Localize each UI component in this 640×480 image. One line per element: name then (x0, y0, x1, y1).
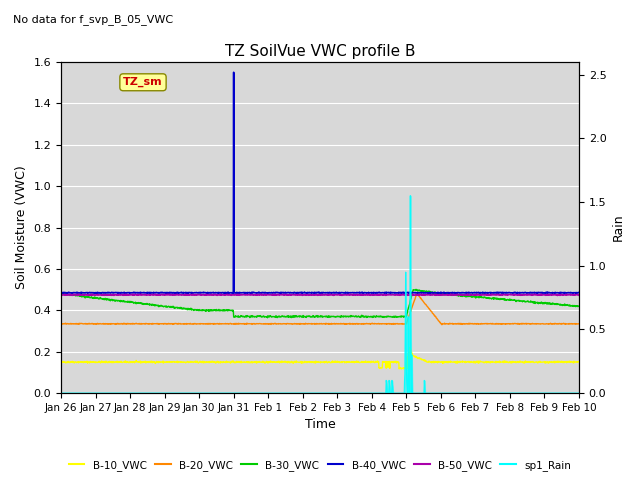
Y-axis label: Soil Moisture (VWC): Soil Moisture (VWC) (15, 166, 28, 289)
Y-axis label: Rain: Rain (612, 214, 625, 241)
Text: TZ_sm: TZ_sm (123, 77, 163, 87)
Text: No data for f_svp_B_05_VWC: No data for f_svp_B_05_VWC (13, 14, 173, 25)
X-axis label: Time: Time (305, 419, 335, 432)
Title: TZ SoilVue VWC profile B: TZ SoilVue VWC profile B (225, 44, 415, 60)
Legend: B-10_VWC, B-20_VWC, B-30_VWC, B-40_VWC, B-50_VWC, sp1_Rain: B-10_VWC, B-20_VWC, B-30_VWC, B-40_VWC, … (65, 456, 575, 475)
